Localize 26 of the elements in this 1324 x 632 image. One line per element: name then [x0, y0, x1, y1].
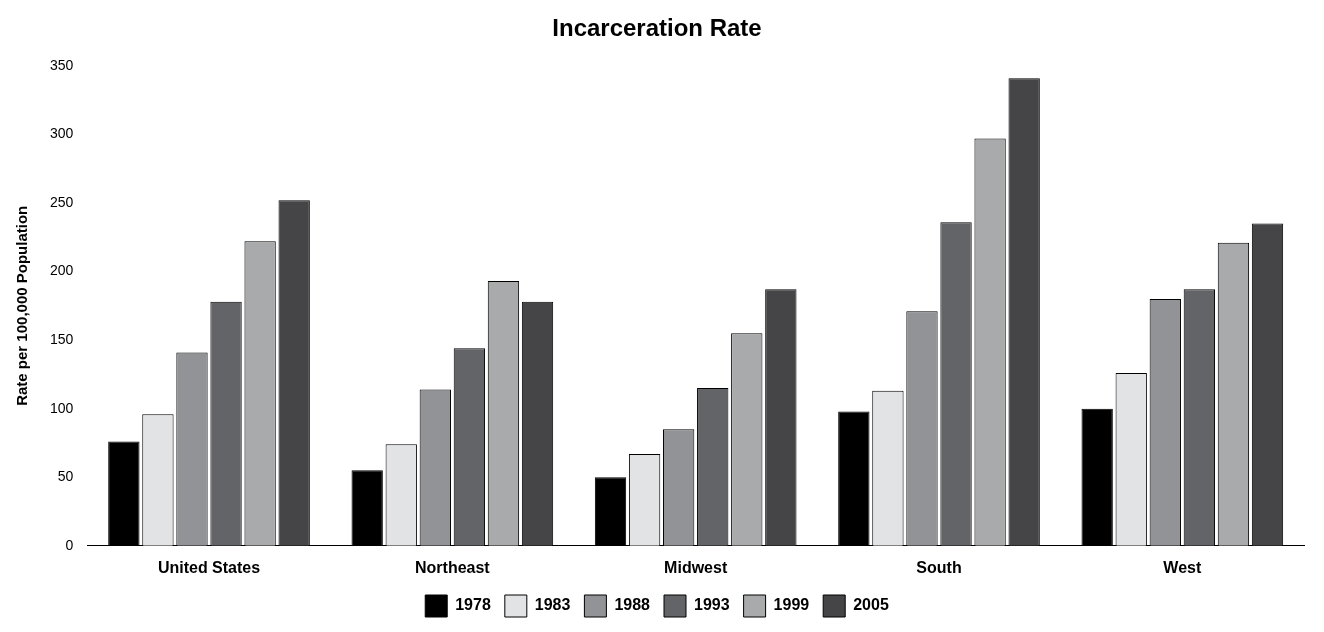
- y-tick-label: 50: [57, 468, 74, 485]
- legend-label: 2005: [853, 596, 889, 614]
- legend-label: 1983: [534, 596, 571, 614]
- bar: [838, 411, 870, 546]
- y-tick-label: 0: [65, 536, 74, 553]
- y-tick-label: 200: [50, 262, 74, 279]
- bar: [594, 477, 627, 546]
- x-tick-label: West: [1163, 558, 1202, 576]
- y-tick-label: 150: [50, 330, 74, 347]
- y-tick-label: 300: [50, 125, 74, 142]
- bar: [108, 441, 140, 546]
- legend-label: 1978: [455, 596, 491, 614]
- bar: [1081, 408, 1113, 546]
- y-axis-title: Rate per 100,000 Population: [13, 205, 31, 406]
- y-tick-label: 250: [50, 193, 74, 210]
- x-tick-label: Northeast: [415, 558, 491, 576]
- chart-title: Incarceration Rate: [552, 14, 762, 42]
- legend-label: 1988: [614, 596, 651, 614]
- x-tick-label: South: [916, 558, 962, 576]
- y-tick-label: 350: [50, 56, 74, 73]
- legend-label: 1993: [694, 596, 730, 614]
- x-tick-label: United States: [157, 558, 261, 576]
- y-tick-label: 100: [50, 399, 74, 416]
- legend-label: 1999: [773, 596, 810, 614]
- bar: [351, 470, 383, 546]
- x-tick-label: Midwest: [664, 558, 728, 576]
